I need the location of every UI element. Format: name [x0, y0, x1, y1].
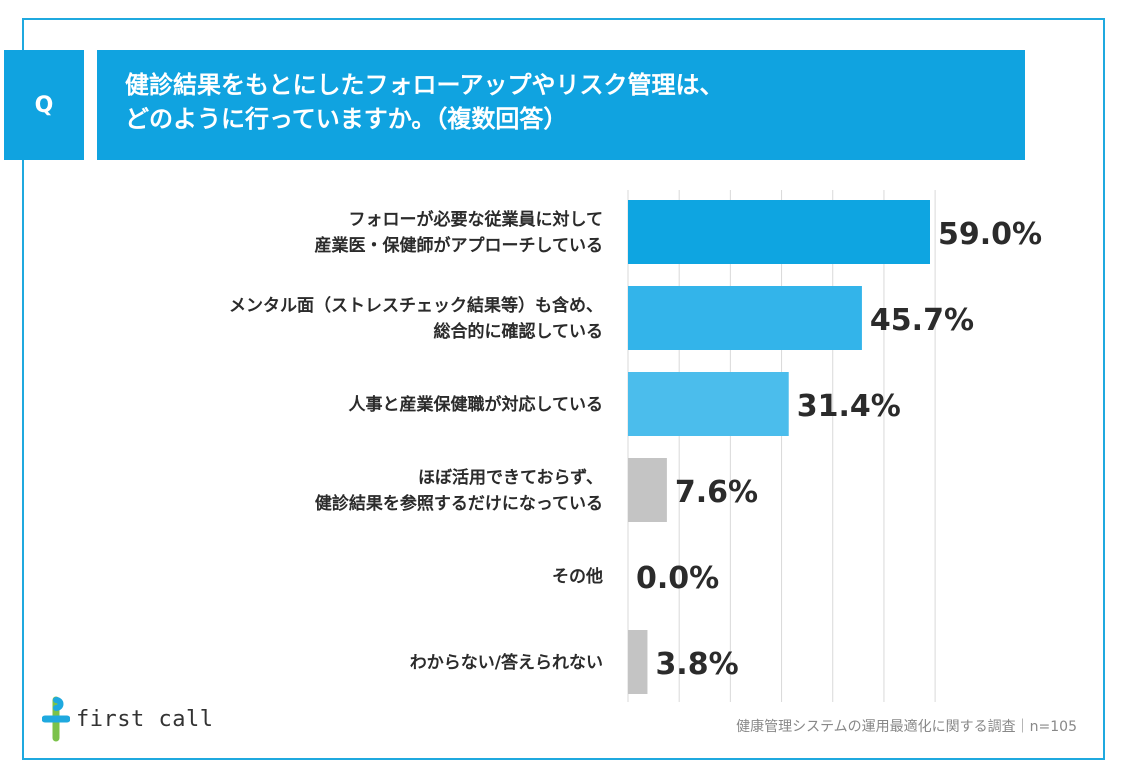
- value-label-5: 0.0%: [636, 561, 719, 596]
- cross-logo-icon: [42, 696, 70, 742]
- title-line-1: 健診結果をもとにしたフォローアップやリスク管理は、: [125, 71, 724, 99]
- category-label-2: メンタル面（ストレスチェック結果等）も含め、総合的に確認している: [229, 295, 603, 342]
- category-label-5: その他: [552, 566, 603, 587]
- value-label-3: 31.4%: [797, 389, 901, 424]
- source-note: 健康管理システムの運用最適化に関する調査｜n=105: [736, 719, 1077, 735]
- value-label-2: 45.7%: [870, 303, 974, 338]
- question-label: Q: [34, 92, 54, 118]
- category-label-1: フォローが必要な従業員に対して産業医・保健師がアプローチしている: [315, 209, 604, 256]
- question-badge: Q: [4, 50, 84, 160]
- category-label-4: ほぼ活用できておらず、健診結果を参照するだけになっている: [315, 467, 603, 514]
- bar-1: [628, 200, 930, 264]
- value-label-4: 7.6%: [675, 475, 758, 510]
- first-call-logo: first call: [42, 696, 213, 742]
- bar-3: [628, 372, 789, 436]
- question-title: 健診結果をもとにしたフォローアップやリスク管理は、 どのように行っていますか。（…: [97, 50, 1025, 160]
- bar-2: [628, 286, 862, 350]
- category-label-6: わからない/答えられない: [410, 652, 603, 673]
- logo-text: first call: [76, 706, 214, 732]
- value-label-1: 59.0%: [938, 217, 1042, 252]
- title-line-2: どのように行っていますか。（複数回答）: [125, 105, 568, 133]
- bar-6: [628, 630, 648, 694]
- bar-4: [628, 458, 667, 522]
- category-label-3: 人事と産業保健職が対応している: [349, 394, 604, 415]
- value-label-6: 3.8%: [655, 647, 738, 682]
